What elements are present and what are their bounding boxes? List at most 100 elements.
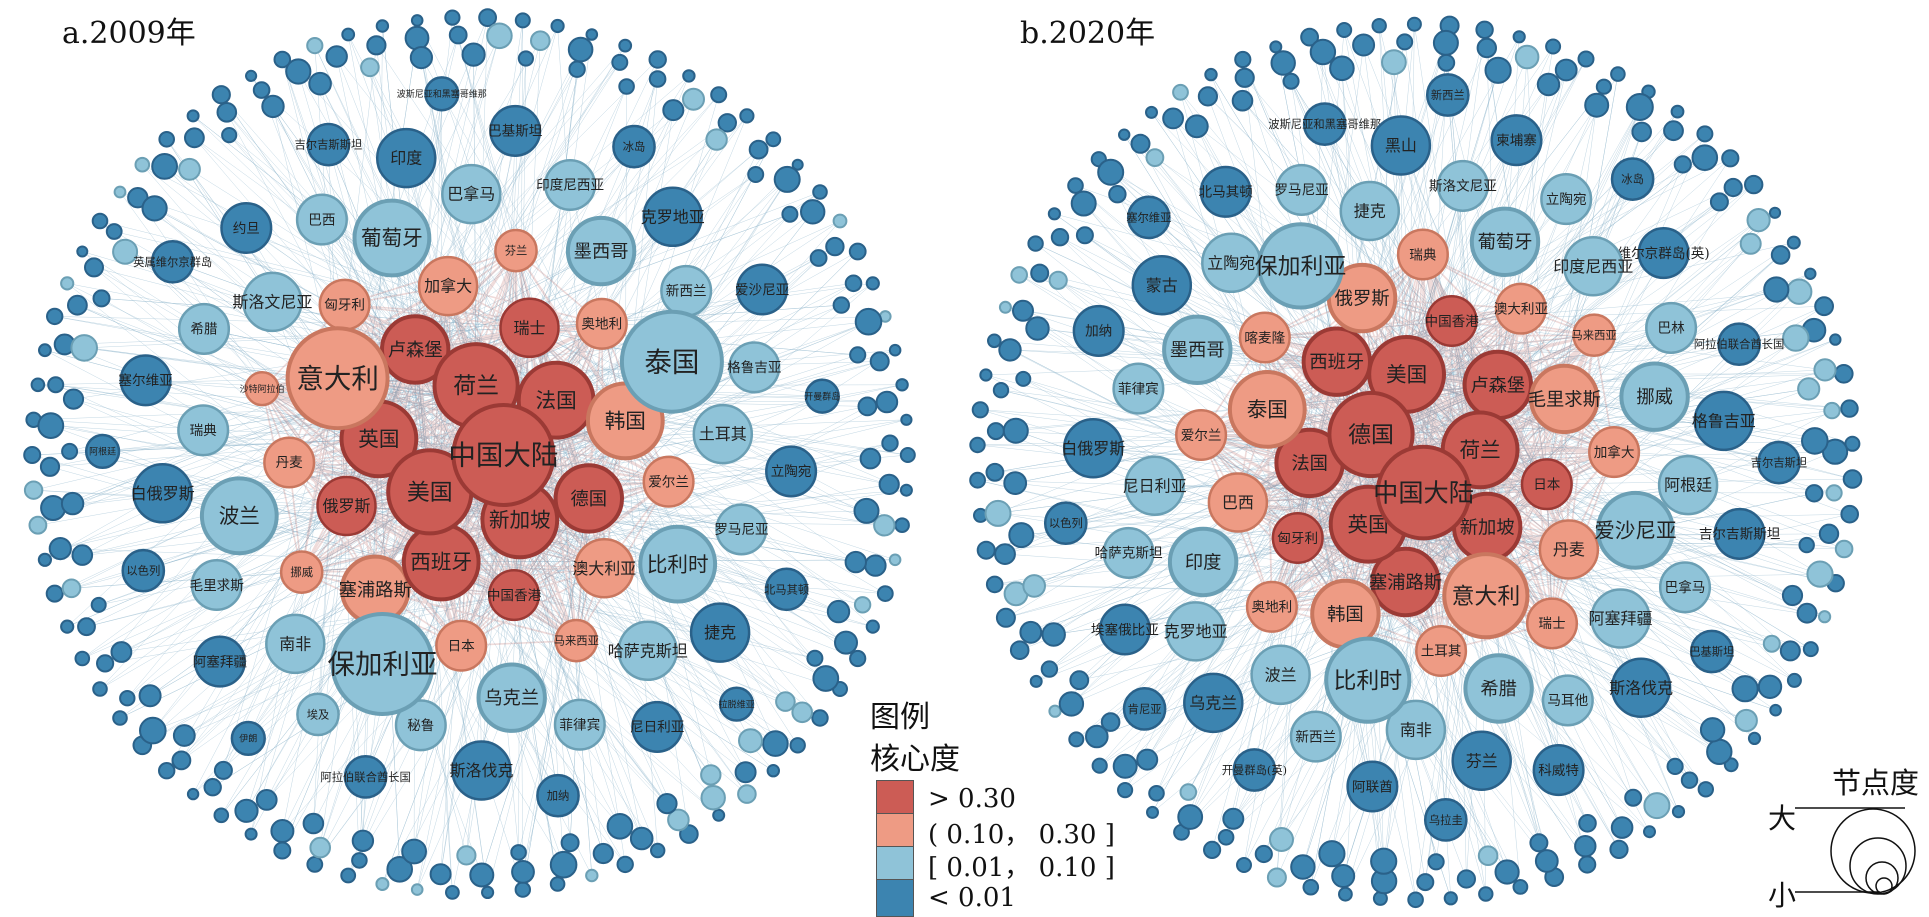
minor-node xyxy=(1768,206,1782,219)
legend-swatch-vlow xyxy=(876,879,914,917)
minor-node xyxy=(1067,177,1084,194)
node-label: 土耳其 xyxy=(1421,644,1462,660)
node-circle xyxy=(380,314,451,385)
minor-node xyxy=(1786,672,1802,688)
node-circle xyxy=(244,371,280,407)
node-circle xyxy=(121,548,166,593)
node-circle xyxy=(1324,636,1412,724)
country-node: 巴拿马 xyxy=(1658,561,1712,614)
node-label: 中国大陆 xyxy=(448,440,558,472)
minor-node xyxy=(667,808,690,832)
country-node: 柬埔寨 xyxy=(1490,114,1543,167)
legend-item-hi: > 0.30 xyxy=(876,780,1016,818)
country-node: 加纳 xyxy=(536,773,580,818)
minor-node xyxy=(1318,840,1346,868)
node-label: 韩国 xyxy=(605,409,646,433)
minor-node xyxy=(138,684,162,708)
country-node: 印度 xyxy=(375,127,437,189)
minor-node xyxy=(410,883,424,896)
minor-node xyxy=(1179,783,1198,801)
node-label: 冰岛 xyxy=(1621,172,1644,186)
node-label: 西班牙 xyxy=(1309,352,1364,373)
country-node: 澳大利亚 xyxy=(572,537,636,599)
legend-item-mid: ( 0.10， 0.30 ] xyxy=(876,813,1115,851)
country-node: 意大利 xyxy=(285,326,390,431)
node-circle xyxy=(1124,455,1185,516)
minor-node xyxy=(448,25,468,45)
minor-node xyxy=(444,9,461,26)
minor-node xyxy=(1666,757,1684,776)
minor-node xyxy=(186,787,200,801)
country-node: 韩国 xyxy=(1310,578,1381,650)
country-node: 立陶宛 xyxy=(1201,232,1262,294)
country-node: 泰国 xyxy=(619,309,724,414)
minor-node xyxy=(1494,859,1520,885)
node-label: 瑞典 xyxy=(190,423,218,439)
country-node: 法国 xyxy=(1274,427,1345,499)
minor-node xyxy=(969,471,986,489)
country-node: 阿塞拜疆 xyxy=(193,635,247,688)
minor-node xyxy=(511,860,535,884)
minor-node xyxy=(806,649,824,667)
minor-node xyxy=(113,185,127,199)
minor-node xyxy=(616,855,634,874)
minor-node xyxy=(1002,417,1029,444)
country-node: 加纳 xyxy=(1072,304,1125,357)
minor-node xyxy=(738,728,763,754)
country-node: 保加利亚 xyxy=(1255,222,1346,310)
minor-node xyxy=(1834,364,1854,384)
legend-heading: 图例 xyxy=(870,700,930,735)
node-circle xyxy=(612,124,656,169)
node-label: 墨西哥 xyxy=(1170,340,1225,361)
country-node: 哈萨克斯坦 xyxy=(608,620,688,682)
node-label: 葡萄牙 xyxy=(1478,232,1533,253)
node-label: 比利时 xyxy=(647,552,709,576)
minor-node xyxy=(1731,675,1759,703)
country-node: 卢森堡 xyxy=(1462,349,1534,421)
minor-node xyxy=(360,57,380,78)
minor-node xyxy=(853,596,872,614)
node-label: 加拿大 xyxy=(1594,444,1635,461)
minor-node xyxy=(1475,20,1494,39)
minor-node xyxy=(894,517,910,534)
minor-node xyxy=(1670,104,1685,119)
minor-node xyxy=(979,368,993,382)
minor-node xyxy=(366,35,387,56)
minor-node xyxy=(308,71,332,96)
node-circle xyxy=(1415,624,1468,678)
node-label: 南非 xyxy=(279,635,311,654)
node-circle xyxy=(1289,710,1342,763)
minor-node xyxy=(141,195,168,222)
node-circle xyxy=(638,524,718,604)
node-circle xyxy=(1102,526,1155,579)
node-label: 中国大陆 xyxy=(1373,478,1474,507)
minor-node xyxy=(139,716,167,745)
minor-node xyxy=(203,778,222,797)
node-label: 哈萨克斯坦 xyxy=(608,641,688,660)
node-circle xyxy=(1043,501,1088,546)
minor-node xyxy=(28,515,48,535)
minor-node xyxy=(656,793,678,815)
country-node: 匈牙利 xyxy=(318,278,371,331)
node-label: 波兰 xyxy=(219,504,260,528)
minor-node xyxy=(1697,781,1715,798)
minor-node xyxy=(46,307,64,326)
node-circle xyxy=(1425,294,1478,348)
node-circle xyxy=(295,193,348,246)
minor-node xyxy=(340,867,357,884)
country-node: 蒙古 xyxy=(1131,254,1193,316)
node-circle xyxy=(1232,748,1277,792)
minor-node xyxy=(1269,40,1283,54)
country-node: 印度尼西亚 xyxy=(1553,235,1633,297)
node-label: 意大利 xyxy=(296,363,379,395)
country-node: 日本 xyxy=(1520,458,1573,511)
minor-node xyxy=(105,223,123,240)
minor-node xyxy=(221,127,238,144)
country-node: 澳大利亚 xyxy=(1494,282,1548,335)
minor-node xyxy=(1266,867,1287,888)
minor-node xyxy=(1003,471,1028,496)
country-node: 白俄罗斯 xyxy=(1061,417,1125,479)
minor-node xyxy=(1801,427,1829,455)
country-node: 阿根廷 xyxy=(1657,454,1719,516)
node-circle xyxy=(1436,159,1489,212)
